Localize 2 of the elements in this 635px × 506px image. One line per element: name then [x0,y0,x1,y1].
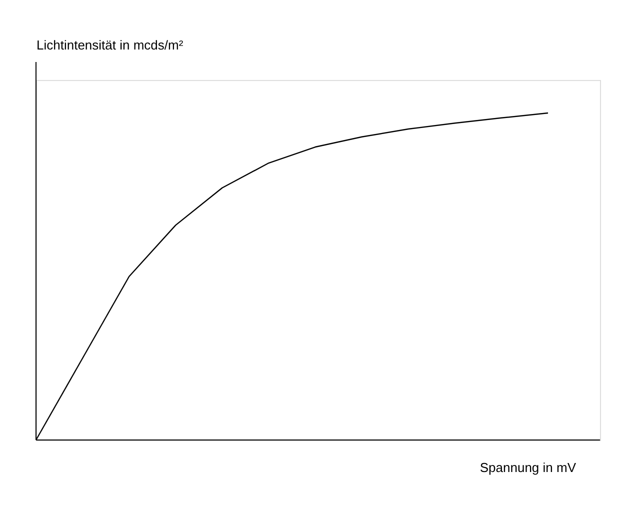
x-axis-title: Spannung in mV [480,460,576,475]
y-axis-title: Lichtintensität in mcds/m² [36,38,184,52]
